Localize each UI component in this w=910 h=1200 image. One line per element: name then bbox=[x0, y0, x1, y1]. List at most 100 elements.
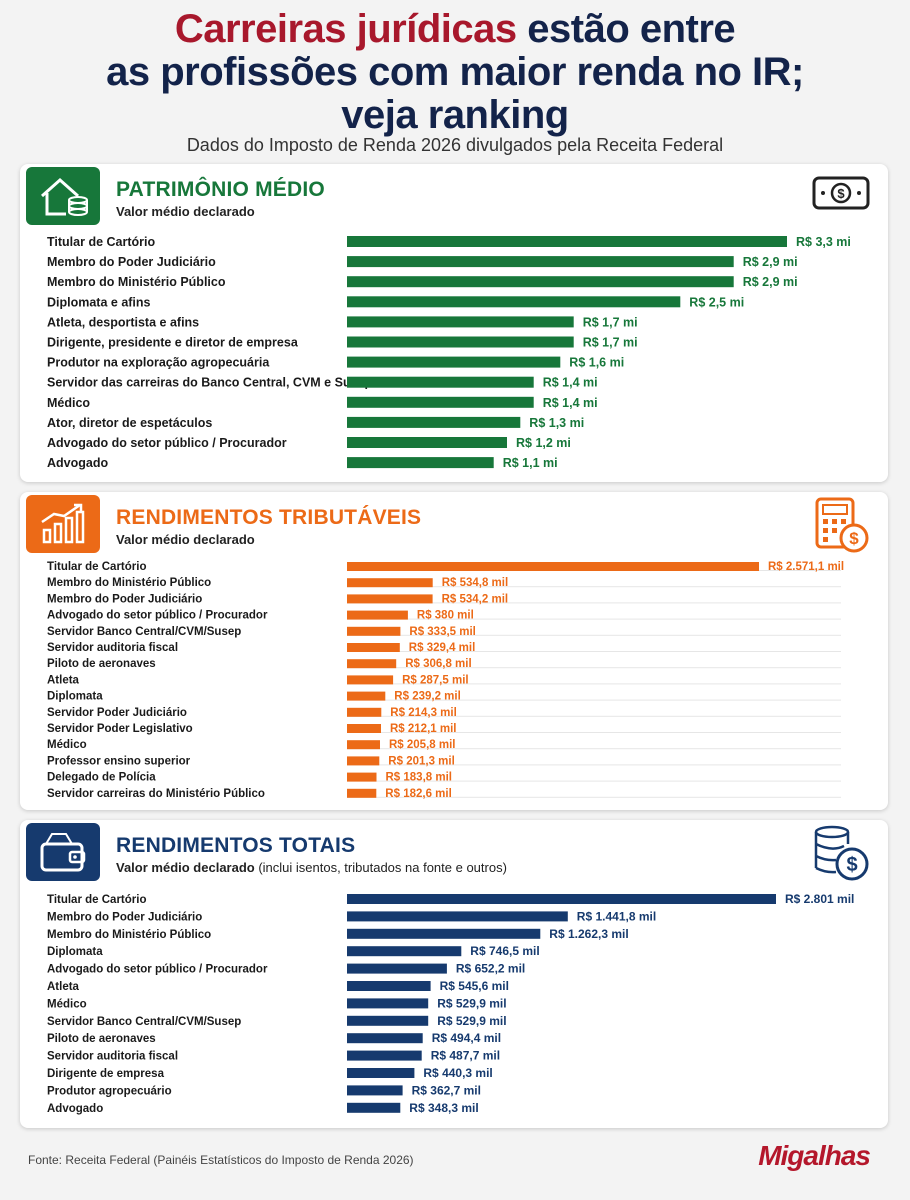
bar-track bbox=[347, 683, 841, 685]
bar bbox=[347, 998, 429, 1009]
value-label: R$ 239,2 mil bbox=[394, 691, 460, 703]
headline-line-2: as profissões com maior renda no IR; bbox=[106, 50, 804, 94]
bar bbox=[347, 1015, 429, 1026]
category-label: Servidor Banco Central/CVM/Susep bbox=[47, 626, 241, 638]
category-label: Titular de Cartório bbox=[47, 561, 146, 573]
category-label: Membro do Ministério Público bbox=[47, 929, 211, 941]
coin-stack-icon: $ bbox=[812, 824, 870, 887]
value-label: R$ 333,5 mil bbox=[409, 626, 475, 638]
value-label: R$ 1,2 mi bbox=[516, 436, 571, 450]
value-label: R$ 534,2 mil bbox=[442, 593, 508, 605]
bar bbox=[347, 396, 534, 408]
bar-track bbox=[347, 586, 841, 588]
bar-track bbox=[347, 667, 841, 669]
bar bbox=[347, 1085, 403, 1096]
value-label: R$ 1,4 mi bbox=[543, 376, 598, 390]
bar-track bbox=[347, 618, 841, 620]
bar bbox=[347, 643, 400, 652]
category-label: Membro do Poder Judiciário bbox=[47, 593, 202, 605]
category-label: Membro do Poder Judiciário bbox=[47, 255, 216, 269]
value-label: R$ 380 mil bbox=[417, 610, 474, 622]
bar-track bbox=[347, 699, 841, 701]
bar-track bbox=[347, 651, 841, 652]
value-label: R$ 287,5 mil bbox=[402, 674, 468, 686]
bar bbox=[347, 376, 534, 388]
panel-title: PATRIMÔNIO MÉDIO bbox=[116, 178, 325, 201]
category-label: Diplomata bbox=[47, 691, 103, 703]
category-label: Servidor Poder Legislativo bbox=[47, 723, 193, 735]
bar bbox=[347, 740, 380, 750]
panel-subtitle: Valor médio declarado bbox=[116, 532, 255, 547]
value-label: R$ 746,5 mil bbox=[470, 944, 539, 958]
bar bbox=[347, 416, 521, 428]
bar bbox=[347, 296, 681, 308]
category-label: Médico bbox=[47, 739, 87, 751]
panel-totais: RENDIMENTOS TOTAIS Valor médio declarado… bbox=[20, 820, 888, 1128]
value-label: R$ 2,5 mi bbox=[689, 295, 744, 309]
bar bbox=[347, 594, 433, 604]
value-label: R$ 1,4 mi bbox=[543, 396, 598, 410]
headline: Carreiras jurídicas estão entre as profi… bbox=[0, 8, 910, 137]
category-label: Advogado bbox=[47, 456, 108, 470]
bar bbox=[347, 1102, 401, 1113]
chart-totais: Titular de Cartório R$ 2.801 mil Membro do… bbox=[47, 892, 854, 1115]
bar bbox=[347, 610, 408, 620]
bar bbox=[347, 336, 574, 348]
headline-line-3: veja ranking bbox=[341, 93, 569, 137]
value-label: R$ 212,1 mil bbox=[390, 723, 456, 735]
category-label: Titular de Cartório bbox=[47, 235, 155, 249]
panel-subtitle-note: (inclui isentos, tributados na fonte e o… bbox=[254, 860, 507, 875]
category-label: Diplomata e afins bbox=[47, 295, 151, 309]
bar-track bbox=[347, 796, 841, 798]
bar bbox=[347, 928, 541, 939]
panel-subtitle: Valor médio declarado bbox=[116, 204, 255, 219]
value-label: R$ 2.801 mil bbox=[785, 892, 854, 906]
value-label: R$ 2,9 mi bbox=[743, 275, 798, 289]
category-label: Dirigente de empresa bbox=[47, 1068, 165, 1080]
value-label: R$ 1.441,8 mil bbox=[577, 909, 656, 923]
wallet-icon bbox=[26, 823, 100, 881]
bar bbox=[347, 1033, 423, 1044]
bar bbox=[347, 691, 386, 701]
category-label: Titular de Cartório bbox=[47, 894, 146, 906]
bar bbox=[347, 626, 401, 636]
source-note: Fonte: Receita Federal (Painéis Estatíst… bbox=[28, 1153, 414, 1167]
category-label: Piloto de aeronaves bbox=[47, 1033, 156, 1045]
value-label: R$ 205,8 mil bbox=[389, 739, 455, 751]
svg-text:$: $ bbox=[849, 529, 859, 548]
bar bbox=[347, 894, 776, 904]
value-label: R$ 1,7 mi bbox=[583, 336, 638, 350]
bar bbox=[347, 675, 394, 685]
value-label: R$ 534,8 mil bbox=[442, 577, 508, 589]
category-label: Servidor Poder Judiciário bbox=[47, 707, 187, 719]
bar bbox=[347, 1050, 422, 1061]
category-label: Médico bbox=[47, 998, 87, 1010]
value-label: R$ 1.262,3 mil bbox=[549, 927, 628, 941]
bar-track bbox=[347, 780, 841, 782]
category-label: Médico bbox=[47, 396, 90, 410]
panel-title: RENDIMENTOS TOTAIS bbox=[116, 834, 356, 857]
headline-part-1: estão entre bbox=[516, 7, 736, 51]
value-label: R$ 201,3 mil bbox=[388, 755, 454, 767]
panel-patrimonio: PATRIMÔNIO MÉDIO Valor médio declarado $… bbox=[20, 164, 888, 482]
svg-text:$: $ bbox=[846, 854, 857, 876]
chart-patrimonio: Titular de Cartório R$ 3,3 mi Membro do Po… bbox=[47, 235, 851, 470]
value-label: R$ 1,6 mi bbox=[569, 356, 624, 370]
category-label: Piloto de aeronaves bbox=[47, 658, 156, 670]
category-label: Advogado bbox=[47, 1103, 103, 1115]
bar bbox=[347, 356, 561, 368]
bar-track bbox=[347, 715, 841, 717]
value-label: R$ 440,3 mil bbox=[423, 1066, 492, 1080]
value-label: R$ 1,3 mi bbox=[529, 416, 584, 430]
headline-accent: Carreiras jurídicas bbox=[174, 7, 517, 51]
value-label: R$ 214,3 mil bbox=[390, 707, 456, 719]
category-label: Produtor na exploração agropecuária bbox=[47, 356, 270, 370]
category-label: Dirigente, presidente e diretor de empre… bbox=[47, 336, 299, 350]
value-label: R$ 348,3 mil bbox=[409, 1101, 478, 1115]
value-label: R$ 182,6 mil bbox=[385, 788, 451, 800]
category-label: Membro do Ministério Público bbox=[47, 577, 211, 589]
category-label: Produtor agropecuário bbox=[47, 1085, 172, 1097]
category-label: Atleta bbox=[47, 981, 80, 993]
category-label: Professor ensino superior bbox=[47, 755, 191, 767]
migalhas-logo: Migalhas bbox=[758, 1140, 871, 1171]
